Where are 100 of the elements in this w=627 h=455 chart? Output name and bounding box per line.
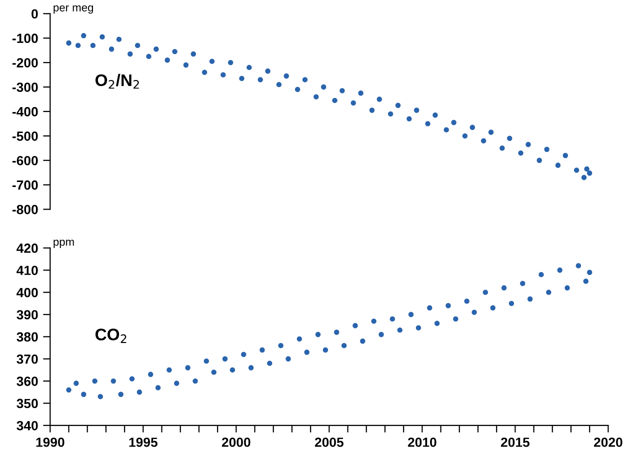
point [241, 352, 246, 358]
point [154, 46, 159, 52]
point [267, 360, 272, 366]
x-tick-label: 1990 [36, 438, 64, 447]
x-tick-label: 1995 [129, 438, 158, 447]
point [129, 376, 135, 382]
point [416, 325, 422, 330]
point [576, 263, 582, 268]
point [66, 387, 72, 393]
point [334, 330, 340, 335]
x-tick-label: 2005 [314, 438, 344, 447]
point [190, 51, 196, 57]
point [520, 280, 526, 286]
point [265, 68, 270, 74]
point [371, 318, 376, 324]
y-axis-title: ppm [54, 240, 74, 248]
point [332, 98, 338, 104]
point [414, 108, 420, 113]
point [584, 166, 590, 172]
point [581, 174, 587, 180]
point [110, 378, 116, 384]
point [248, 365, 254, 370]
point [320, 84, 326, 90]
point [92, 378, 98, 384]
point [278, 342, 284, 348]
point [397, 327, 402, 333]
point [518, 150, 524, 156]
point [390, 316, 396, 322]
y-tick-label: -100 [12, 34, 38, 44]
point [508, 300, 514, 306]
point [408, 312, 414, 318]
y-tick-label: -800 [12, 204, 38, 214]
point [406, 116, 412, 122]
y-tick-label: 340 [16, 420, 38, 430]
point [230, 367, 236, 373]
annotation: CO$_{2}$ [95, 328, 126, 343]
point [538, 272, 544, 278]
point [425, 121, 430, 126]
point [340, 88, 345, 94]
x-tick-label: 2010 [408, 438, 436, 447]
y-tick-label: -700 [12, 180, 38, 190]
point [192, 378, 198, 384]
y-tick-label: -400 [12, 107, 38, 116]
point [586, 270, 592, 275]
point [128, 51, 133, 57]
point [202, 70, 208, 75]
point [66, 40, 72, 46]
point [239, 76, 244, 82]
point [134, 42, 140, 48]
point [462, 133, 468, 139]
point [322, 347, 328, 353]
x-tick-label: 2015 [500, 438, 530, 447]
point [555, 162, 561, 168]
point [246, 64, 252, 70]
point [536, 158, 542, 163]
point [172, 48, 178, 54]
point [527, 296, 533, 302]
point [526, 142, 531, 148]
point [302, 77, 308, 82]
point [258, 77, 263, 82]
point [562, 152, 568, 158]
point [185, 365, 190, 370]
point [358, 90, 364, 96]
point [315, 332, 321, 338]
point [90, 42, 96, 48]
y-tick-label: -600 [12, 156, 38, 166]
point [432, 112, 438, 118]
annotation: O$_{2}$/N$_{2}$ [95, 74, 139, 89]
point [98, 394, 103, 400]
point [100, 34, 105, 40]
point [146, 54, 152, 60]
y-tick-label: 390 [16, 310, 38, 320]
point [294, 86, 300, 92]
point [81, 392, 86, 397]
point [108, 46, 114, 52]
point [81, 33, 86, 38]
point [352, 323, 358, 328]
point [507, 136, 512, 141]
point [500, 146, 505, 151]
point [228, 60, 234, 66]
point [155, 385, 161, 390]
point [166, 367, 172, 373]
point [286, 356, 291, 362]
point [546, 290, 552, 295]
point [434, 320, 440, 326]
point [574, 168, 580, 173]
point [222, 356, 228, 362]
point [304, 350, 310, 355]
point [480, 138, 486, 144]
point [314, 94, 319, 100]
point [174, 380, 180, 386]
point [276, 82, 282, 88]
point [209, 58, 215, 64]
point [220, 72, 226, 78]
point [427, 305, 432, 310]
point [350, 100, 356, 106]
point [470, 124, 475, 130]
x-tick-label: 2020 [594, 438, 622, 447]
point [136, 390, 142, 395]
point [164, 58, 170, 63]
